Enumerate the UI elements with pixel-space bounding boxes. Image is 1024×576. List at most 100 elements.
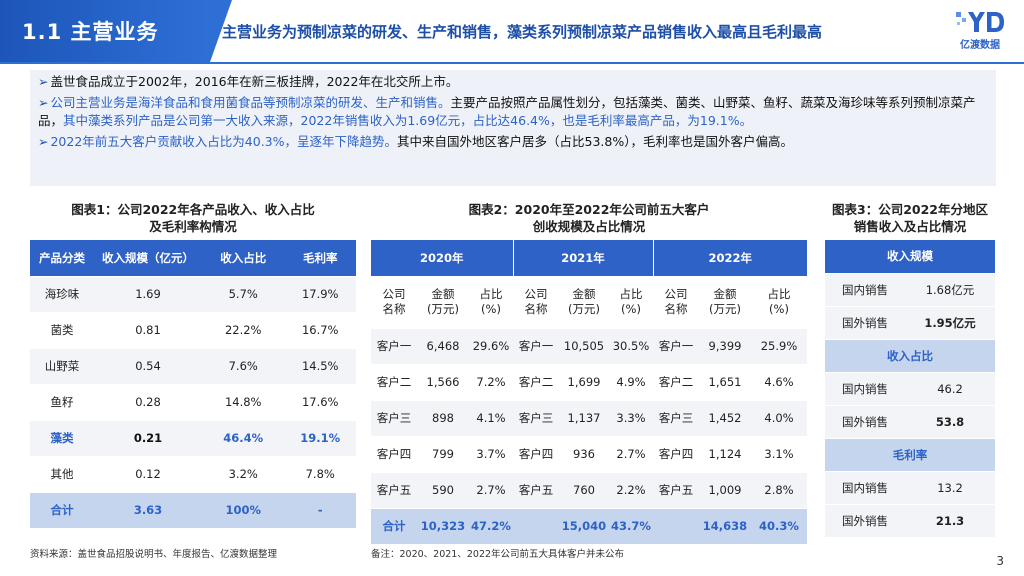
table-cell: 14,638 [699,508,751,545]
table-cell: 1,009 [699,472,751,509]
bullet-3-text: 其中来自国外地区客户居多（占比53.8%），毛利率也是国外客户偏高。 [397,134,793,149]
table-cell: 合计 [371,508,417,545]
table-cell: 936 [559,436,609,473]
table-cell: 客户三 [653,400,699,437]
table-cell: 799 [417,436,469,473]
table-cell: 海珍味 [30,276,94,313]
header-bar: 1.1 主营业务 主营业务为预制凉菜的研发、生产和销售，藻类系列预制凉菜产品销售… [0,0,1024,62]
year-header: 2022年 [652,240,807,277]
table-cell: 1,452 [699,400,751,437]
summary-bullet-1: ➢ 盖世食品成立于2002年，2016年在新三板挂牌，2022年在北交所上市。 [38,73,988,91]
table-row: 山野菜 0.54 7.6% 14.5% [30,348,356,385]
table-cell: 1.95亿元 [905,306,995,340]
table-cell: 客户一 [513,328,559,365]
table-cell: 1,124 [699,436,751,473]
figure-2-title-line-2: 创收规模及占比情况 [532,219,646,234]
table-cell: 25.9% [751,328,807,365]
table-cell: 100% [202,492,285,529]
arrow-bullet-icon: ➢ [38,134,49,149]
table-cell: 4.9% [609,364,653,401]
year-header: 2020年 [371,240,513,277]
table-cell: 14.8% [202,384,285,421]
table-cell: 5.7% [202,276,285,313]
subheader-cell: 公司 名称 [513,276,559,329]
table-cell: 4.0% [751,400,807,437]
yd-logo-icon [956,12,1004,32]
table-cell: 国外销售 [825,405,905,439]
figure-2-title: 图表2：2020年至2022年公司前五大客户 创收规模及占比情况 [371,201,807,235]
section-header-row: 收入占比 [825,339,995,373]
subheader-cell: 占比 (%) [609,276,653,329]
table-cell: 3.2% [202,456,285,493]
table-row: 国内销售 13.2 [825,471,995,505]
table-cell: 0.28 [94,384,202,421]
table-cell: 1,699 [559,364,609,401]
table-cell: 4.6% [751,364,807,401]
section-header-row: 收入规模 [825,240,995,274]
figure-1-title: 图表1：公司2022年各产品收入、收入占比 及毛利率构情况 [30,201,356,235]
figure-1-title-line-2: 及毛利率构情况 [149,219,237,234]
table-row: 客户三 898 4.1% 客户三 1,137 3.3% 客户三 1,452 4.0% [371,400,807,437]
table-row: 客户二 1,566 7.2% 客户二 1,699 4.9% 客户二 1,651 4.6% [371,364,807,401]
table-cell: 客户二 [371,364,417,401]
table-cell: 合计 [30,492,94,529]
section-header: 收入规模 [825,240,995,274]
table-cell: 2.7% [469,472,513,509]
table-cell: 客户三 [371,400,417,437]
product-revenue-table: 产品分类 收入规模（亿元） 收入占比 毛利率 海珍味 1.69 5.7% 17.… [30,240,356,529]
table-total-row: 合计 10,323 47.2% 15,040 43.7% 14,638 40.3% [371,508,807,545]
table-cell: 鱼籽 [30,384,94,421]
table-cell: 1,137 [559,400,609,437]
column-header: 收入占比 [202,240,285,277]
company-logo: 亿渡数据 [948,8,1012,52]
figure-2-title-line-1: 图表2：2020年至2022年公司前五大客户 [468,202,710,217]
table-cell: 客户二 [653,364,699,401]
table-cell: 山野菜 [30,348,94,385]
remark-note: 备注：2020、2021、2022年公司前五大具体客户并未公布 [371,549,625,560]
section-title: 1.1 主营业务 [22,20,159,44]
table-cell: 14.5% [284,348,356,385]
table-cell: 7.2% [469,364,513,401]
table-row: 海珍味 1.69 5.7% 17.9% [30,276,356,313]
table-cell: 0.12 [94,456,202,493]
figure-3-title-line-1: 图表3：公司2022年分地区 [832,202,988,217]
table-cell: 7.8% [284,456,356,493]
table-cell: 13.2 [905,471,995,505]
table-cell: 菌类 [30,312,94,349]
table-cell: 0.54 [94,348,202,385]
table-cell: 22.2% [202,312,285,349]
table-cell: 3.3% [609,400,653,437]
summary-box: ➢ 盖世食品成立于2002年，2016年在新三板挂牌，2022年在北交所上市。 ➢… [30,70,996,186]
table-row: 国外销售 1.95亿元 [825,306,995,340]
subheader-cell: 占比 (%) [469,276,513,329]
bullet-1-text: 盖世食品成立于2002年，2016年在新三板挂牌，2022年在北交所上市。 [50,74,459,89]
table-cell: 国内销售 [825,273,905,307]
table-row: 客户四 799 3.7% 客户四 936 2.7% 客户四 1,124 3.1% [371,436,807,473]
figure-1-title-line-1: 图表1：公司2022年各产品收入、收入占比 [71,202,315,217]
table-cell: 30.5% [609,328,653,365]
table-cell: 29.6% [469,328,513,365]
page-number: 3 [996,554,1004,568]
table-row: 鱼籽 0.28 14.8% 17.6% [30,384,356,421]
table-cell: 10,323 [417,508,469,545]
table-cell: 2.7% [609,436,653,473]
table-row: 客户五 590 2.7% 客户五 760 2.2% 客户五 1,009 2.8% [371,472,807,509]
section-title-block: 1.1 主营业务 [0,0,232,62]
table-cell: 21.3 [905,504,995,538]
bullet-2-text: 主要产品按照产品属性划分，包括藻类、菌类、山野菜、鱼籽、蔬菜及海珍味等系列预制凉… [38,95,976,128]
table-row: 其他 0.12 3.2% 7.8% [30,456,356,493]
subheader-cell: 公司 名称 [371,276,417,329]
regional-sales-table: 收入规模 国内销售 1.68亿元 国外销售 1.95亿元 收入占比 国内销售 4… [825,240,995,538]
table-cell: 2.8% [751,472,807,509]
table-cell: 590 [417,472,469,509]
bullet-3-highlight: 2022年前五大客户贡献收入占比为40.3%，呈逐年下降趋势。 [50,134,398,149]
table-cell: 46.4% [202,420,285,457]
table-cell: 40.3% [751,508,807,545]
table-row: 菌类 0.81 22.2% 16.7% [30,312,356,349]
table-cell: 10,505 [559,328,609,365]
section-header: 毛利率 [825,438,995,472]
subheader-cell: 占比 (%) [751,276,807,329]
table-cell: 0.21 [94,420,202,457]
column-header: 产品分类 [30,240,94,277]
table-cell: 6,468 [417,328,469,365]
